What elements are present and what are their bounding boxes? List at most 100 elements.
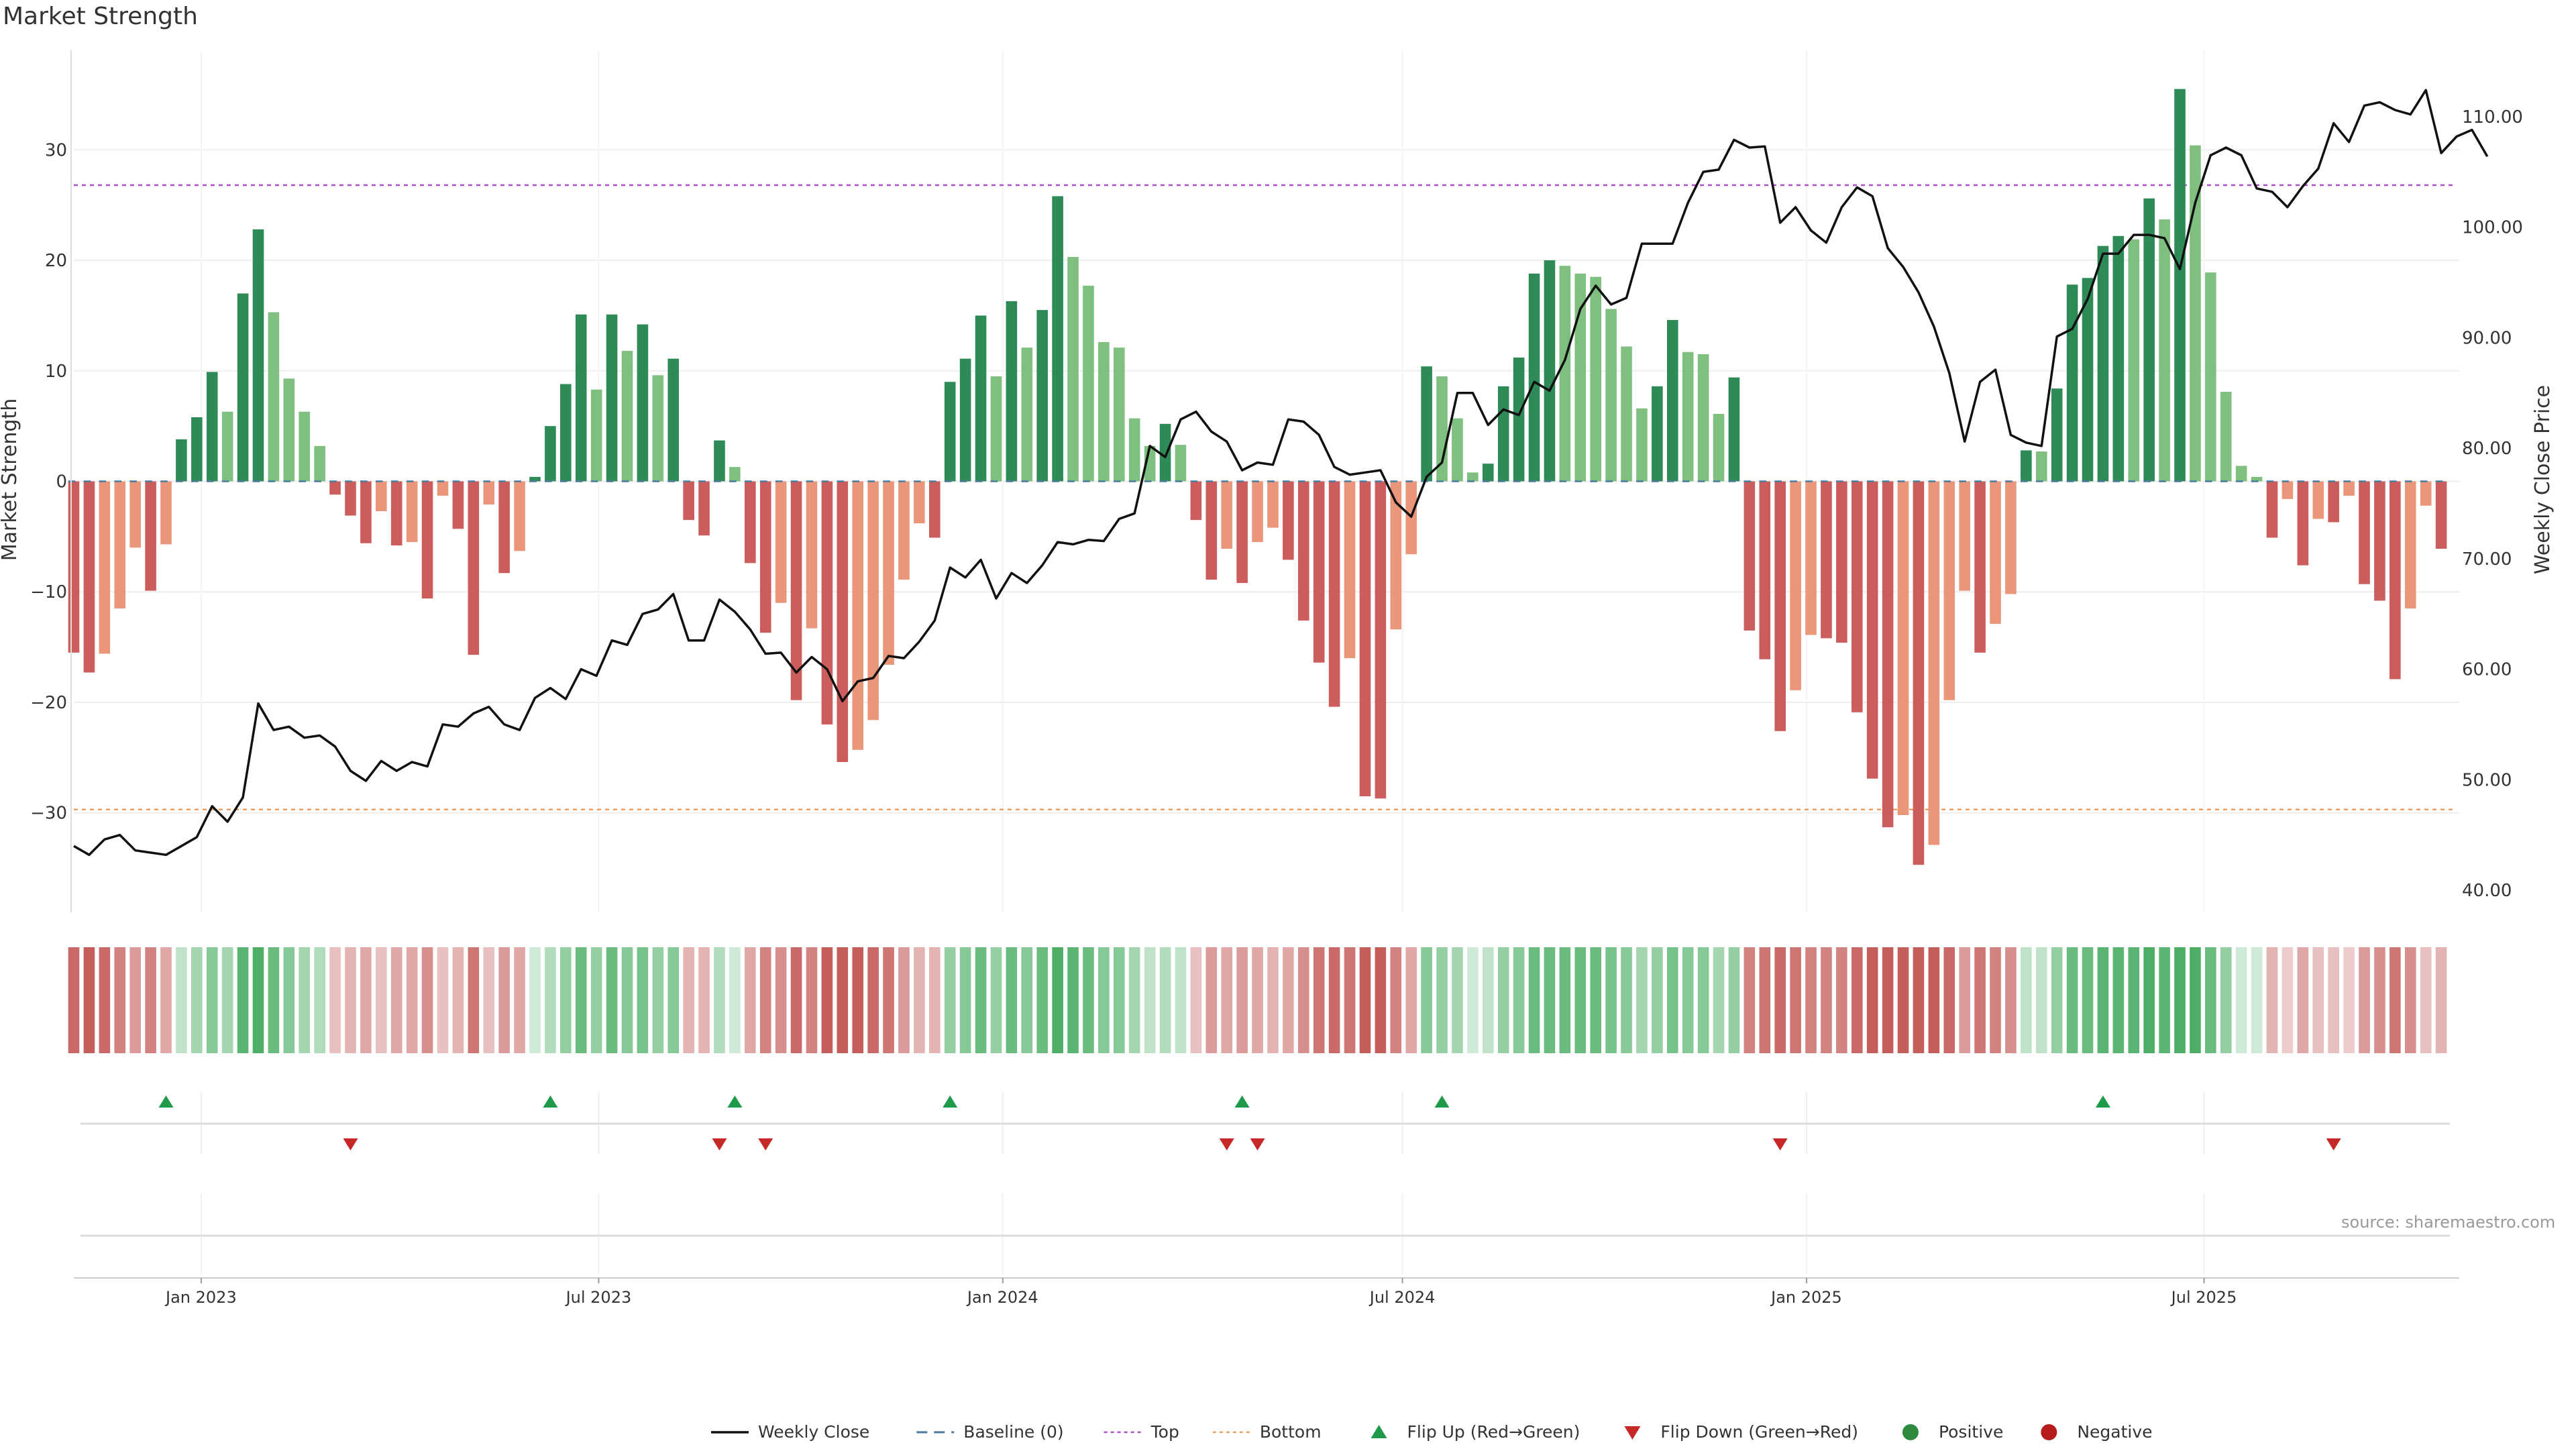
legend: Weekly Close Baseline (0) Top Bottom Flip Up… <box>711 1422 2153 1442</box>
heat-cell <box>867 947 879 1053</box>
y-tick-label-6: 30 <box>45 140 67 160</box>
heat-cell <box>944 947 956 1053</box>
heat-cell <box>2128 947 2140 1053</box>
strength-bar <box>898 481 910 580</box>
heat-cell <box>114 947 126 1053</box>
legend-swatch <box>1371 1425 1387 1438</box>
strength-bar <box>667 358 680 482</box>
heat-cell <box>2435 947 2447 1053</box>
heat-cell <box>1283 947 1294 1053</box>
legend-label: Flip Down (Green→Red) <box>1660 1422 1858 1442</box>
heat-cell <box>191 947 203 1053</box>
strength-bar <box>1866 481 1878 779</box>
flip-down-marker <box>712 1138 727 1150</box>
strength-bar <box>1175 445 1187 482</box>
strength-bar <box>1283 481 1294 560</box>
heat-cell <box>2374 947 2385 1053</box>
heat-cell <box>883 947 894 1053</box>
y2-tick-label-4: 80.00 <box>2462 439 2512 459</box>
heat-cell <box>1144 947 1156 1053</box>
strength-bar <box>498 481 510 574</box>
heat-cell <box>1513 947 1525 1053</box>
strength-bar <box>729 467 741 482</box>
strength-bar <box>2174 89 2186 482</box>
heat-cell <box>990 947 1002 1053</box>
strength-bar <box>1467 472 1479 482</box>
heat-cell <box>2235 947 2247 1053</box>
strength-bar <box>1452 418 1463 482</box>
strength-bar <box>2374 481 2385 601</box>
strength-bar <box>2220 392 2232 482</box>
strength-bar <box>1267 481 1279 528</box>
heat-cell <box>1652 947 1663 1053</box>
y-tick-label-0: −30 <box>30 804 67 824</box>
heat-cell <box>1297 947 1309 1053</box>
heat-cell <box>1328 947 1340 1053</box>
strength-bar <box>1790 481 1801 690</box>
heat-cell <box>268 947 280 1053</box>
strength-bar <box>2266 481 2278 538</box>
heat-cell <box>452 947 464 1053</box>
heat-cell <box>683 947 694 1053</box>
heat-cell <box>2404 947 2416 1053</box>
strength-bar <box>221 411 233 482</box>
reference-lines <box>74 184 2457 811</box>
strength-bar <box>2297 481 2309 566</box>
strength-bar <box>637 324 649 482</box>
strength-bar <box>1943 481 1955 700</box>
strength-bar <box>2035 451 2047 482</box>
heat-cell <box>775 947 787 1053</box>
heat-cell <box>2205 947 2216 1053</box>
heat-cell <box>1313 947 1325 1053</box>
strength-bar <box>1882 481 1894 828</box>
heat-cell <box>1790 947 1801 1053</box>
flip-up-marker <box>2095 1095 2110 1108</box>
strength-bar <box>1928 481 1940 845</box>
strength-bar <box>99 481 111 654</box>
heat-cell <box>1452 947 1463 1053</box>
strength-bar <box>2282 481 2294 499</box>
flip-up-marker <box>1434 1095 1450 1108</box>
heat-cell <box>667 947 680 1053</box>
strength-bar <box>1252 481 1263 543</box>
strength-bar <box>2251 476 2263 482</box>
strength-bar <box>1636 408 1648 482</box>
strength-bar <box>514 481 525 551</box>
heat-cell <box>2035 947 2047 1053</box>
y-tick-label-3: 0 <box>56 472 67 492</box>
legend-label: Weekly Close <box>758 1422 869 1442</box>
heat-cell <box>1113 947 1125 1053</box>
strength-bar <box>2404 481 2416 608</box>
heat-cell <box>637 947 649 1053</box>
heat-cell <box>575 947 587 1053</box>
x-tick-label-3: Jul 2024 <box>1368 1288 1436 1307</box>
strength-bar <box>1836 481 1847 643</box>
strength-bar <box>1083 285 1094 482</box>
strength-bar <box>944 382 956 482</box>
x-tick-label-5: Jul 2025 <box>2170 1288 2237 1307</box>
legend-label: Baseline (0) <box>963 1422 1063 1442</box>
heat-cell <box>1021 947 1033 1053</box>
strength-bar <box>806 481 818 629</box>
strength-bar <box>575 314 587 482</box>
heat-cell <box>421 947 433 1053</box>
strength-bar <box>1497 386 1509 482</box>
heat-cell <box>1928 947 1940 1053</box>
strength-bar <box>1652 386 1663 482</box>
strength-bar <box>129 481 141 548</box>
strength-bar <box>191 417 203 482</box>
strength-bar <box>1851 481 1863 712</box>
strength-bar <box>1713 414 1725 482</box>
heat-cell <box>1175 947 1187 1053</box>
heat-cell <box>1697 947 1709 1053</box>
strength-bar <box>1697 354 1709 482</box>
heat-cell <box>1344 947 1356 1053</box>
heat-cell <box>1959 947 1970 1053</box>
heat-cell <box>2066 947 2078 1053</box>
heat-cell <box>2266 947 2278 1053</box>
flip-up-marker <box>727 1095 743 1108</box>
strength-bar <box>299 411 311 482</box>
heat-cell <box>514 947 525 1053</box>
heat-cell <box>1497 947 1509 1053</box>
